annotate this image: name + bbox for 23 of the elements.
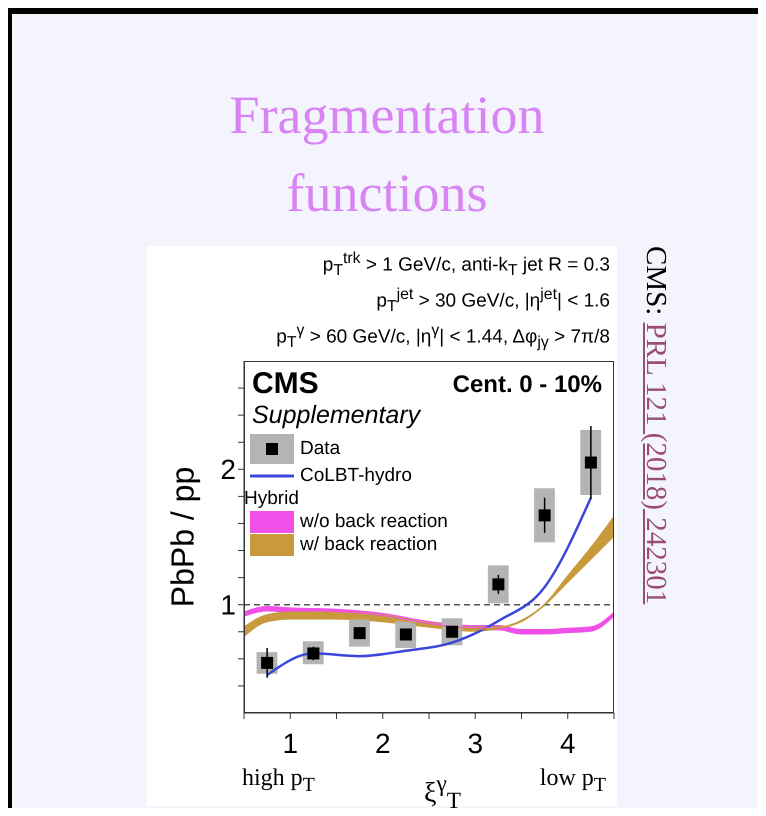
legend-label: w/o back reaction bbox=[300, 511, 448, 533]
x-tick-label: 3 bbox=[467, 728, 484, 759]
text: p$_{T}$$^{γ}$ > 60 GeV/c, |η$^{γ}$| < 1.44, Δφ$_{jγ}$ > 7π/8 bbox=[276, 322, 610, 352]
chart-title: Fragmentation functions bbox=[228, 84, 546, 225]
text: p$_{T}$$^{jet}$ > 30 GeV/c, |η$^{jet}$| < 1.6 bbox=[376, 286, 610, 316]
x-tick-label: 1 bbox=[282, 728, 298, 759]
annotation: Cent. 0 - 10% bbox=[452, 371, 602, 399]
annotation: Hybrid bbox=[244, 488, 300, 510]
legend-label: w/ back reaction bbox=[300, 534, 438, 556]
x-tick-label: 4 bbox=[560, 728, 576, 759]
text: CMS: bbox=[640, 246, 672, 316]
legend-label: CoLBT-hydro bbox=[300, 465, 412, 487]
legend-label: Data bbox=[300, 438, 340, 460]
text: low p$_{T}$ bbox=[540, 765, 606, 797]
text: p$_{T}$$^{trk}$ > 1 GeV/c, anti-k$_{T}$ jet R = 0.3 bbox=[322, 250, 610, 280]
annotation: Supplementary bbox=[252, 401, 420, 430]
text: PRL 121 (2018) 242301 bbox=[640, 322, 672, 604]
y-axis-title: PbPb / pp bbox=[164, 466, 202, 608]
point bbox=[538, 509, 551, 522]
x-tick-label: 2 bbox=[374, 728, 391, 759]
point bbox=[584, 456, 597, 469]
text: high p$_{T}$ bbox=[242, 765, 315, 797]
annotation: CMS bbox=[252, 367, 319, 401]
